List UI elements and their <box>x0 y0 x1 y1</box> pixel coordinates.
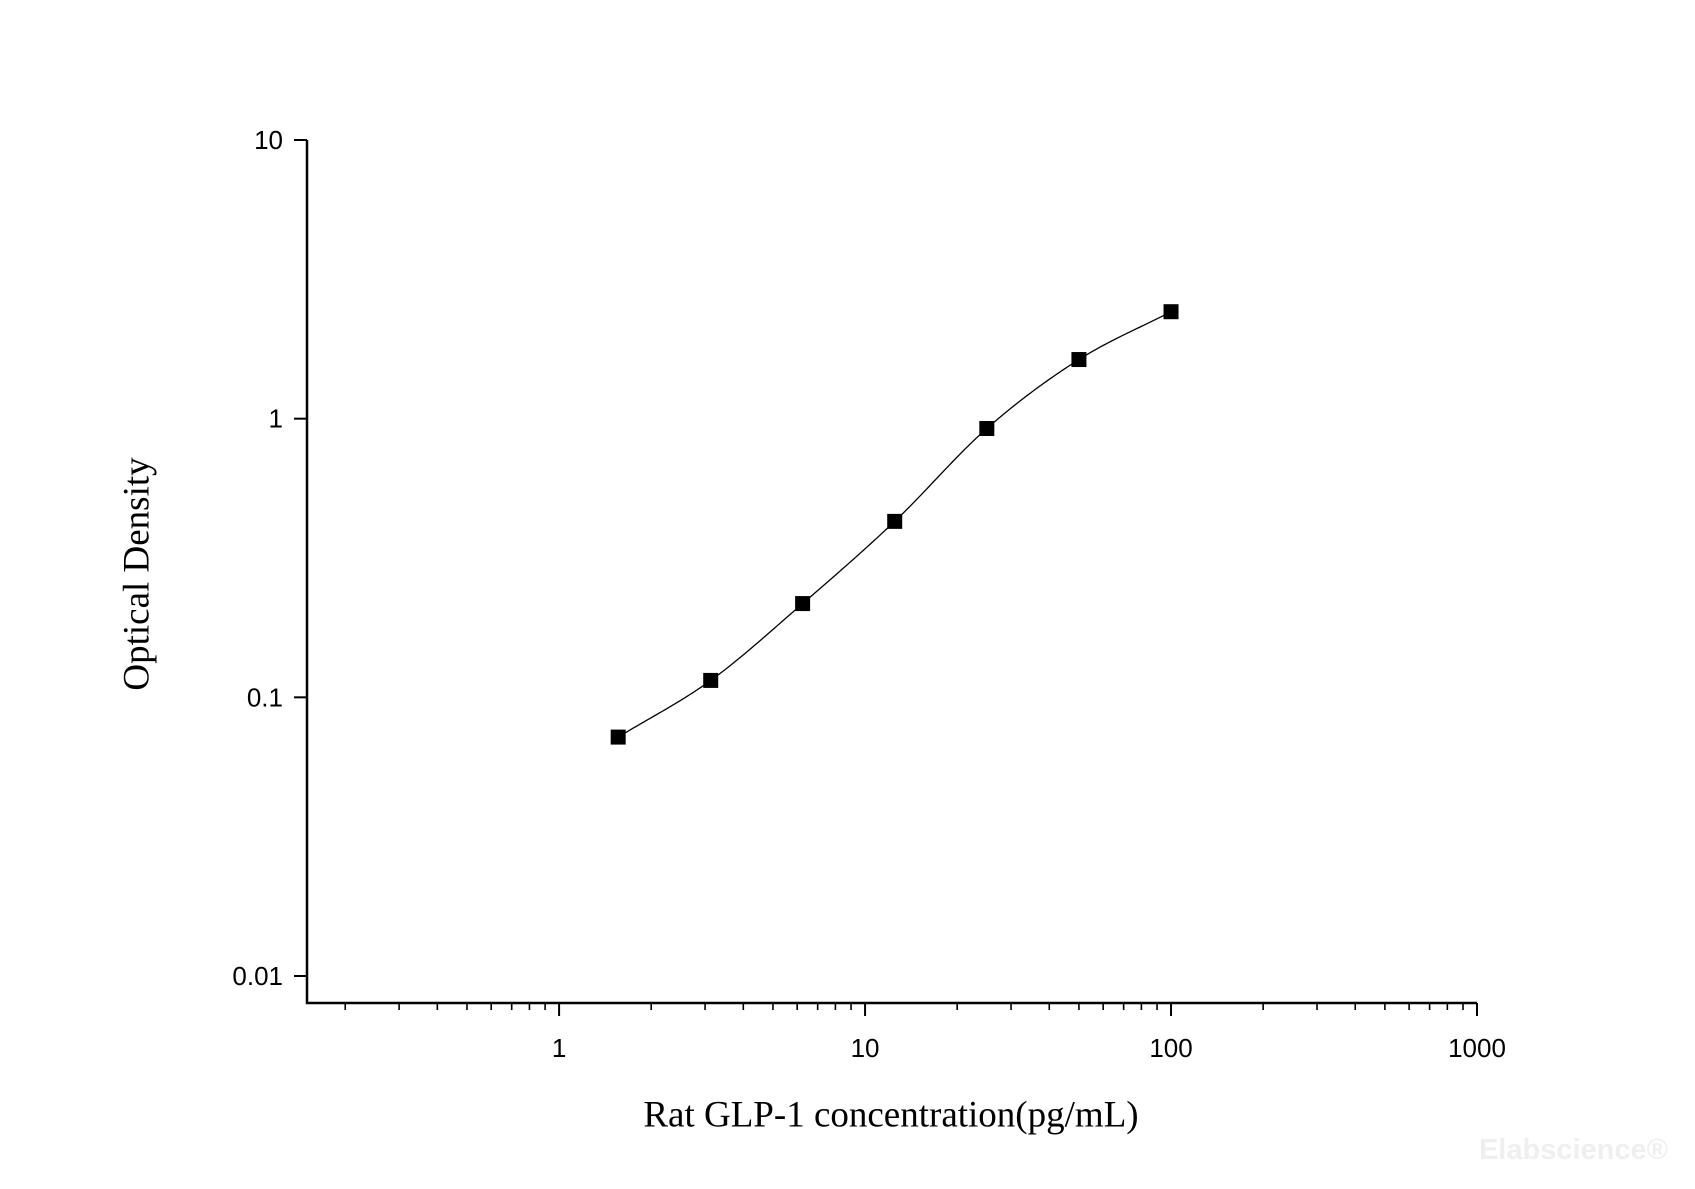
x-axis-title: Rat GLP-1 concentration(pg/mL) <box>643 1095 1138 1136</box>
y-axis-title: Optical Density <box>117 457 158 691</box>
y-tick-label: 1 <box>269 404 283 434</box>
watermark-logo: Elabscience® <box>1479 1134 1668 1166</box>
tick-labels: 1 10 100 1000 10 1 0.1 0.01 <box>232 125 1506 1063</box>
data-point <box>610 729 626 745</box>
y-tick-label: 0.01 <box>232 961 283 991</box>
x-tick-label: 1000 <box>1448 1033 1506 1063</box>
axes <box>305 140 1477 1005</box>
x-tick-label: 1 <box>552 1033 566 1063</box>
data-point <box>795 596 811 612</box>
x-tick-label: 10 <box>851 1033 880 1063</box>
ticks <box>294 139 1478 1016</box>
data-point <box>703 672 719 688</box>
data-point <box>1071 352 1087 368</box>
data-point <box>979 420 995 436</box>
y-tick-label: 0.1 <box>247 682 283 712</box>
data-point <box>1163 304 1179 320</box>
data-point <box>887 513 903 529</box>
data-points-layer <box>610 304 1179 745</box>
y-tick-label: 10 <box>254 125 283 155</box>
x-tick-label: 100 <box>1149 1033 1192 1063</box>
